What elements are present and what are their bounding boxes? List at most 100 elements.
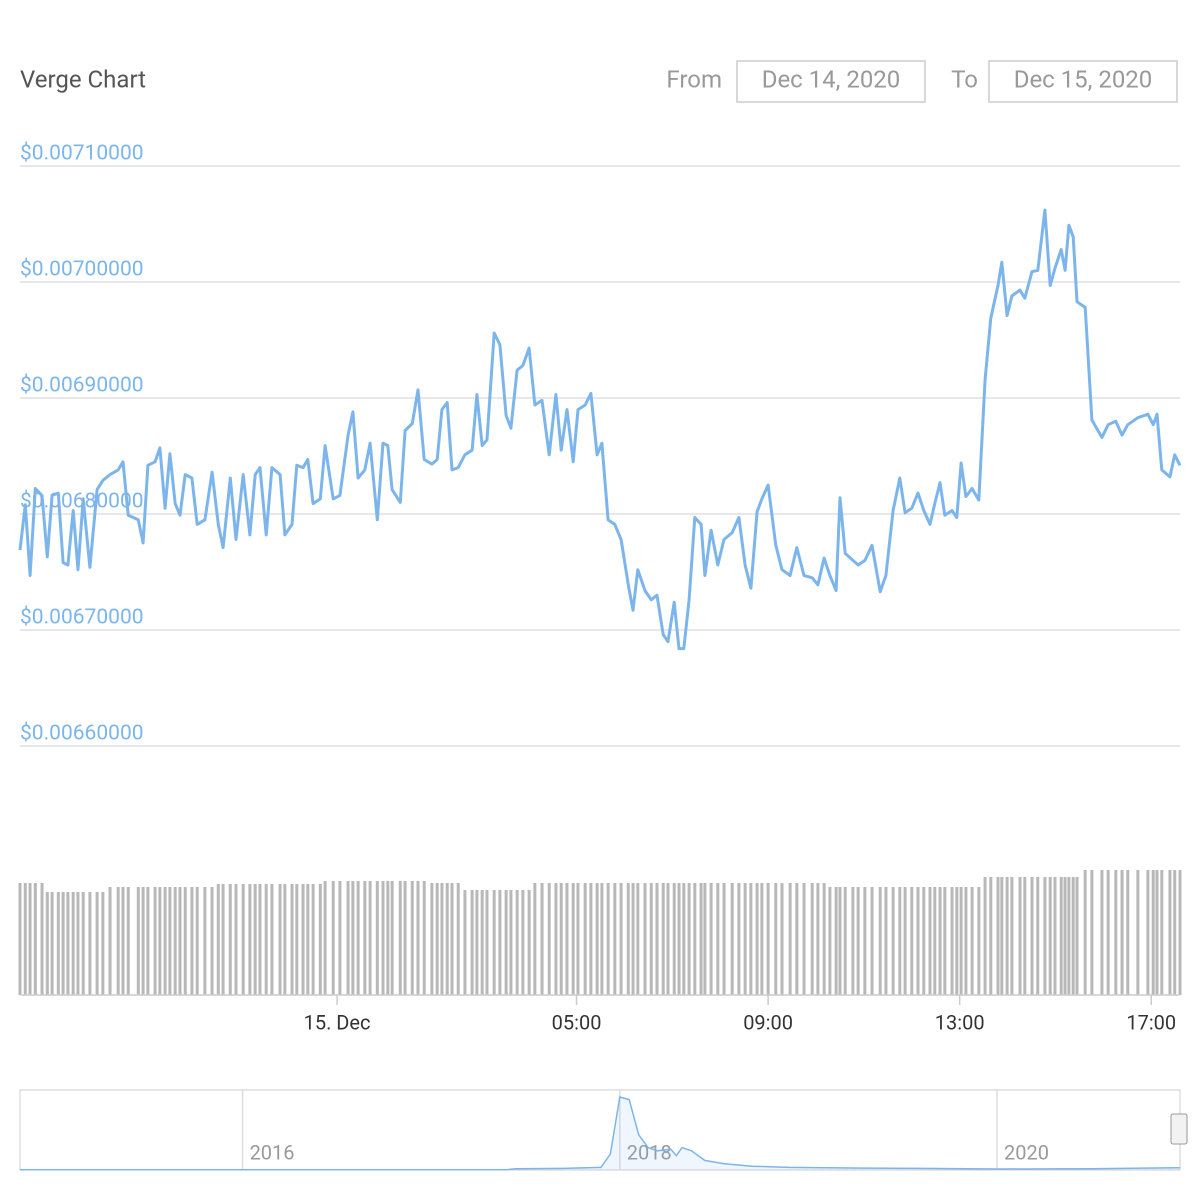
volume-bar bbox=[390, 881, 394, 995]
volume-bar bbox=[595, 883, 599, 995]
from-value[interactable]: Dec 14, 2020 bbox=[762, 65, 901, 93]
volume-bar bbox=[386, 881, 390, 995]
volume-bar bbox=[1036, 877, 1040, 995]
volume-bar bbox=[1178, 870, 1182, 995]
x-tick-label: 13:00 bbox=[935, 1010, 985, 1034]
volume-bar bbox=[1071, 877, 1075, 995]
volume-bar bbox=[509, 890, 513, 995]
y-tick-label: $0.00670000 bbox=[20, 606, 144, 630]
volume-bar bbox=[527, 890, 531, 995]
volume-bar bbox=[722, 883, 726, 995]
navigator-year-label: 2020 bbox=[1004, 1140, 1049, 1164]
volume-bar bbox=[81, 892, 85, 995]
volume-bar bbox=[88, 892, 92, 995]
volume-bar bbox=[576, 883, 580, 995]
volume-bar bbox=[661, 883, 665, 995]
to-input[interactable] bbox=[988, 60, 1178, 103]
volume-bar bbox=[351, 881, 355, 995]
volume-bar bbox=[828, 887, 832, 995]
volume-bar bbox=[126, 887, 130, 995]
y-tick-label: $0.00690000 bbox=[20, 374, 144, 398]
volume-bar bbox=[687, 883, 691, 995]
volume-bar bbox=[363, 881, 367, 995]
volume-bar bbox=[571, 883, 575, 995]
volume-bar bbox=[626, 883, 630, 995]
volume-bar bbox=[843, 887, 847, 995]
volume-bar bbox=[168, 887, 172, 995]
volume-bar bbox=[356, 881, 360, 995]
volume-bar bbox=[922, 887, 926, 995]
to-value[interactable]: Dec 15, 2020 bbox=[1014, 65, 1153, 93]
volume-bar bbox=[228, 884, 232, 995]
volume-bar bbox=[515, 890, 519, 995]
volume-bar bbox=[71, 892, 75, 995]
volume-bar bbox=[1173, 870, 1177, 995]
volume-bar bbox=[416, 881, 420, 995]
volume-bar bbox=[1151, 870, 1155, 995]
volume-bar bbox=[1155, 870, 1159, 995]
volume-bar bbox=[802, 883, 806, 995]
volume-bar bbox=[996, 877, 1000, 995]
volume-bar bbox=[18, 883, 22, 995]
from-input[interactable] bbox=[736, 60, 926, 103]
volume-bar bbox=[450, 883, 454, 995]
volume-bar bbox=[795, 883, 799, 995]
volume-bar bbox=[1053, 877, 1057, 995]
navigator-handle[interactable] bbox=[1170, 1113, 1188, 1145]
volume-bar bbox=[338, 881, 342, 995]
volume-bar bbox=[422, 881, 426, 995]
volume-bar bbox=[264, 884, 268, 995]
volume-bar bbox=[1010, 877, 1014, 995]
volume-bar bbox=[504, 890, 508, 995]
volume-bar bbox=[737, 883, 741, 995]
to-label: To bbox=[951, 65, 978, 93]
volume-bar bbox=[136, 887, 140, 995]
volume-bar bbox=[108, 887, 112, 995]
volume-bar bbox=[766, 883, 770, 995]
volume-bar bbox=[278, 884, 282, 995]
volume-bar bbox=[456, 883, 460, 995]
volume-bar bbox=[183, 887, 187, 995]
volume-bar bbox=[1100, 870, 1104, 995]
volume-bar bbox=[870, 887, 874, 995]
volume-bar bbox=[878, 887, 882, 995]
volume-bar bbox=[295, 884, 299, 995]
volume-bar bbox=[655, 883, 659, 995]
volume-bar bbox=[682, 883, 686, 995]
x-tick-label: 05:00 bbox=[552, 1010, 602, 1034]
volume-bar bbox=[955, 887, 959, 995]
from-label: From bbox=[666, 65, 722, 93]
volume-bar bbox=[258, 884, 262, 995]
volume-bar bbox=[636, 883, 640, 995]
volume-bar bbox=[190, 887, 194, 995]
volume-bar bbox=[221, 884, 225, 995]
volume-bar bbox=[749, 883, 753, 995]
y-tick-label: $0.00660000 bbox=[20, 722, 144, 746]
volume-bar bbox=[666, 883, 670, 995]
volume-bar bbox=[1136, 870, 1140, 995]
volume-bar bbox=[1000, 877, 1004, 995]
volume-bar bbox=[210, 887, 214, 995]
volume-bar bbox=[368, 881, 372, 995]
volume-bar bbox=[56, 892, 60, 995]
volume-bar bbox=[248, 884, 252, 995]
volume-bar bbox=[116, 887, 120, 995]
volume-bar bbox=[61, 892, 65, 995]
volume-bar bbox=[677, 883, 681, 995]
volume-bar bbox=[375, 881, 379, 995]
volume-bar bbox=[121, 887, 125, 995]
chart-title: Verge Chart bbox=[20, 65, 146, 93]
volume-bar bbox=[95, 892, 99, 995]
volume-bar bbox=[33, 883, 37, 995]
volume-bar bbox=[898, 887, 902, 995]
y-tick-label: $0.00700000 bbox=[20, 258, 144, 282]
volume-bar bbox=[45, 892, 49, 995]
volume-bar bbox=[977, 887, 981, 995]
volume-bar bbox=[834, 887, 838, 995]
volume-bar bbox=[463, 890, 467, 995]
volume-bar bbox=[1067, 877, 1071, 995]
volume-bar bbox=[709, 883, 713, 995]
volume-bar bbox=[158, 887, 162, 995]
